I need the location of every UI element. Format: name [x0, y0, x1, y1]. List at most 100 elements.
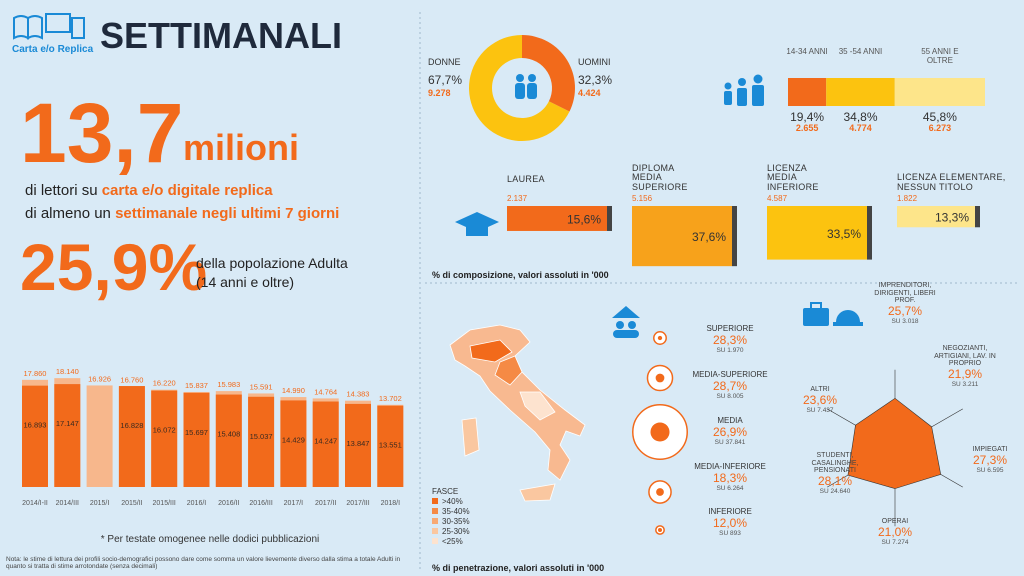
value-label: 18.140	[56, 367, 79, 376]
category-label: IMPIEGATI	[972, 446, 1008, 453]
category-label: SUPERIORE	[706, 324, 754, 333]
text: di lettori su	[25, 182, 102, 199]
bar	[248, 396, 275, 487]
value-label: 14.247	[314, 437, 337, 446]
count-label: 9.278	[428, 88, 451, 99]
bar	[151, 390, 178, 487]
value-label: 34,8%	[843, 110, 878, 124]
bar-segment	[788, 78, 827, 106]
block-edge	[975, 206, 980, 228]
label-group: ALTRI 23,6% SU 7.437	[775, 386, 865, 414]
bar-segment	[894, 78, 985, 106]
base-label: SU 7.437	[806, 406, 834, 414]
base-label: SU 3.018	[891, 318, 919, 326]
value-label: 45,8%	[922, 110, 957, 124]
bar	[86, 385, 113, 487]
value-label: 27,3%	[972, 452, 1008, 467]
value-label: 17.147	[56, 419, 79, 428]
bubble-core	[655, 373, 665, 383]
legend-swatch	[432, 518, 438, 524]
label-group: LICENZA ELEMENTARE, NESSUN TITOLO 1.822	[897, 173, 1012, 204]
base-label: SU 3.211	[951, 381, 979, 389]
value-label: 37,6%	[692, 230, 726, 244]
x-tick-label: 2014/I-II	[22, 500, 48, 507]
value-label: 16.220	[153, 379, 176, 388]
category-label: UOMINI	[578, 57, 611, 67]
x-tick-label: 2015/II	[121, 500, 142, 507]
value-label: 28,3%	[712, 332, 748, 347]
share-text: della popolazione Adulta	[196, 255, 348, 271]
count-label: 2.655	[795, 123, 819, 134]
donut-slice	[522, 35, 575, 112]
block	[767, 206, 867, 260]
block	[507, 206, 607, 231]
label-group: IMPIEGATI 27,3% SU 6.595	[945, 446, 1024, 474]
label-group: 45,8% 6.273	[913, 110, 967, 134]
value-label: 15.037	[250, 432, 273, 441]
value-label: 21,0%	[877, 524, 913, 539]
base-label: SU 1.970	[716, 346, 744, 354]
value-label: 13.847	[347, 439, 370, 448]
share: 25,9%	[20, 230, 207, 304]
value-label: 15,6%	[567, 212, 601, 226]
value-label: 17.860	[24, 369, 47, 378]
bar	[377, 405, 404, 487]
legend-title: FASCE	[432, 487, 458, 496]
legend-swatch	[432, 498, 438, 504]
bubble-core	[650, 422, 670, 442]
value-label: 33,5%	[827, 227, 861, 241]
base-label: SU 24.640	[819, 488, 851, 496]
label-group: MEDIA 26,9% SU 37.841	[680, 416, 780, 446]
bar	[345, 403, 371, 487]
label-group: LAUREA 2.137	[507, 174, 607, 204]
people-icon	[455, 74, 863, 338]
label-group: 14-34 ANNI	[780, 47, 834, 57]
label-group: SUPERIORE 28,3% SU 1.970	[680, 324, 780, 354]
legend-swatch	[432, 508, 438, 514]
base-label: SU 8.005	[716, 392, 744, 400]
value-label: 28,1%	[817, 474, 853, 489]
x-tick-label: 2018/I	[381, 500, 401, 507]
value-label: 19,4%	[790, 110, 825, 124]
value-label: 12,0%	[712, 515, 748, 530]
base-label: SU 6.595	[976, 466, 1004, 474]
value-label: 25,7%	[887, 304, 923, 319]
category-label: 55 ANNI E OLTRE	[921, 47, 959, 65]
label-group: 35 -54 ANNI	[833, 47, 887, 57]
value-label: 16.926	[88, 374, 111, 383]
label-group: OPERAI 21,0% SU 7.274	[850, 518, 940, 546]
label-group: DIPLOMA MEDIA SUPERIORE 5.156	[632, 163, 747, 204]
category-label: LAUREA	[507, 174, 545, 185]
value-label: 15.591	[250, 382, 273, 391]
category-label: OPERAI	[881, 518, 909, 525]
category-label: ALTRI	[810, 386, 830, 393]
x-tick-label: 2016/I	[187, 500, 207, 507]
value-label: 23,6%	[802, 392, 838, 407]
x-tick-label: 2017/II	[315, 500, 336, 507]
highlight: settimanale negli ultimi 7 giorni	[115, 205, 339, 222]
footer-note: Nota: le stime di lettura dei profili so…	[6, 556, 401, 571]
label-group: UOMINI 32,3% 4.424	[578, 57, 648, 99]
bubble-core	[656, 488, 664, 496]
bubble-core	[657, 335, 663, 341]
x-tick-label: 2015/I	[90, 500, 110, 507]
legend-swatch	[432, 538, 438, 544]
legend-swatch	[432, 528, 438, 534]
label-group: LICENZA MEDIA INFERIORE 4.587	[767, 163, 882, 204]
x-tick-label: 2017/III	[346, 500, 369, 507]
note: % di penetrazione, valori assoluti in '0…	[432, 563, 604, 573]
x-tick-label: 2017/I	[284, 500, 304, 507]
value-label: 16.828	[120, 421, 143, 430]
value-label: 32,3%	[578, 72, 613, 87]
readers-unit: milioni	[183, 127, 299, 168]
label-group: IMPRENDITORI, DIRIGENTI, LIBERI PROF. 25,…	[860, 282, 950, 325]
value-label: 14.990	[282, 386, 305, 395]
value-label: 14.429	[282, 435, 305, 444]
label-group: 34,8% 4.774	[833, 110, 887, 134]
bubble-core	[658, 528, 662, 532]
readers: 13,7	[20, 86, 184, 180]
legend-label: >40%	[442, 497, 463, 506]
subtitle-line: di lettori su carta e/o digitale replica	[25, 182, 273, 199]
